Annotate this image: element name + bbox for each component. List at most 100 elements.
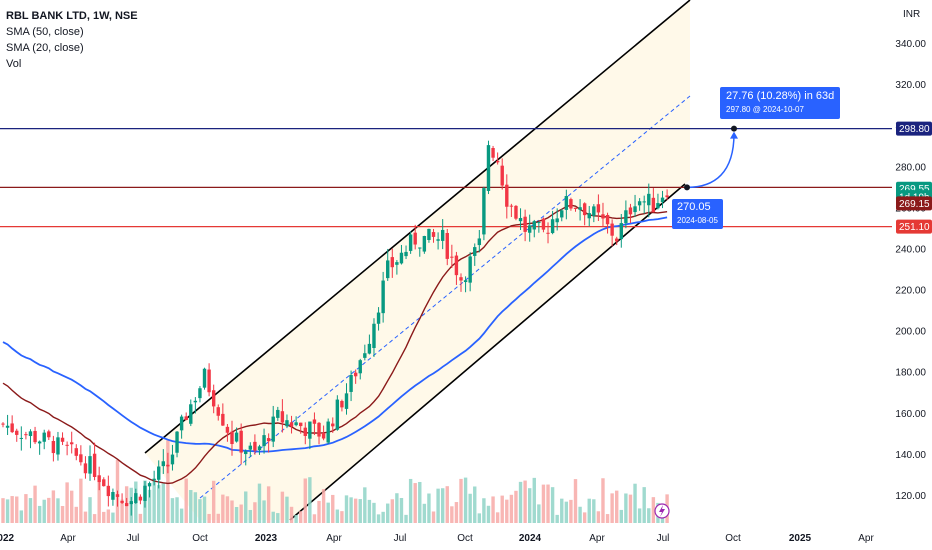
candle-body <box>353 372 358 377</box>
volume-bar <box>234 507 239 523</box>
currency-label[interactable]: INR <box>903 9 921 20</box>
candle-body <box>102 479 106 487</box>
volume-bar <box>454 502 459 523</box>
candle-body <box>372 323 376 349</box>
volume-bar <box>37 505 42 523</box>
candle-body <box>225 426 230 433</box>
volume-bar <box>413 483 417 523</box>
x-tick-label: Apr <box>60 533 76 544</box>
projection-callout[interactable]: 27.76 (10.28%) in 63d 297.80 @ 2024-10-0… <box>720 87 841 119</box>
projection-end-dot <box>731 125 737 132</box>
volume-bar <box>477 513 482 523</box>
volume-bar <box>225 496 230 523</box>
candle-body <box>271 416 275 442</box>
candle-body <box>335 399 340 430</box>
volume-bar <box>285 496 289 523</box>
volume-bar <box>230 500 234 523</box>
volume-bar <box>15 496 19 523</box>
volume-bar <box>92 514 97 523</box>
projection-start-price: 270.05 <box>677 201 711 213</box>
y-tick-label: 240.00 <box>895 244 926 255</box>
x-tick-label: Oct <box>192 533 208 544</box>
volume-bar <box>615 490 619 523</box>
candle-body <box>376 312 381 324</box>
volume-bar <box>271 511 275 523</box>
candle-body <box>514 205 518 219</box>
volume-bar <box>596 511 601 523</box>
price-tag-label: 269.55 <box>899 184 930 195</box>
candle-body <box>615 238 619 242</box>
volume-bar <box>262 500 266 523</box>
candle-body <box>70 442 74 445</box>
candle-body <box>491 148 495 158</box>
x-tick-label: Jul <box>657 533 670 544</box>
candle-body <box>505 184 509 207</box>
candle-body <box>262 435 266 447</box>
candle-body <box>468 256 472 283</box>
candle-body <box>65 444 69 446</box>
candle-body <box>244 451 248 455</box>
volume-bar <box>221 494 225 523</box>
candle-body <box>413 232 417 245</box>
volume-bar <box>500 495 504 523</box>
candle-body <box>331 423 335 427</box>
candle-body <box>440 229 445 241</box>
indicator-sma50[interactable]: SMA (50, close) <box>6 26 84 38</box>
candle-body <box>523 216 527 232</box>
volume-bar <box>253 502 257 523</box>
candle-body <box>647 193 651 206</box>
volume-bar <box>495 512 500 523</box>
projection-start-dot <box>684 184 690 191</box>
candle-body <box>257 446 262 451</box>
indicator-sma20[interactable]: SMA (20, close) <box>6 42 84 54</box>
volume-bar <box>239 504 243 523</box>
candle-body <box>47 431 51 438</box>
candle-body <box>528 225 532 233</box>
candle-body <box>418 247 422 249</box>
volume-bar <box>642 487 646 523</box>
volume-bar <box>42 499 46 523</box>
volume-bar <box>179 508 184 523</box>
candle-body <box>147 483 152 487</box>
channel-fill <box>145 0 690 520</box>
volume-bar <box>248 509 253 523</box>
candle-body <box>19 437 24 439</box>
candle-body <box>230 431 234 445</box>
volume-bar <box>587 498 591 523</box>
candle-body <box>1 423 5 425</box>
candle-body <box>550 219 555 234</box>
candle-body <box>56 437 60 455</box>
x-tick-label: Apr <box>326 533 342 544</box>
x-tick-label: 2024 <box>519 533 542 544</box>
volume-bar <box>523 480 527 523</box>
candle-body <box>97 475 101 483</box>
x-tick-label: 2022 <box>0 533 15 544</box>
projection-start-callout[interactable]: 270.05 2024-08-05 <box>672 199 723 229</box>
volume-bar <box>88 497 92 523</box>
candle-body <box>532 221 536 230</box>
volume-bar <box>459 478 463 523</box>
indicator-volume[interactable]: Vol <box>6 58 22 70</box>
projection-curve <box>686 133 735 189</box>
volume-bar <box>486 505 491 523</box>
volume-bar <box>189 490 193 523</box>
volume-bar <box>56 498 60 523</box>
volume-bar <box>555 514 559 523</box>
candle-body <box>294 422 298 426</box>
candle-body <box>605 214 610 225</box>
candle-body <box>157 466 161 480</box>
candle-body <box>619 223 623 240</box>
symbol-title[interactable]: RBL BANK LTD, 1W, NSE <box>6 10 138 22</box>
time-axis: 2022 Apr Jul Oct 2023 Apr Jul Oct 2024 Apr Jul Oct 2… <box>0 533 874 544</box>
volume-bar <box>97 481 101 523</box>
candle-body <box>386 260 390 279</box>
x-tick-label: Apr <box>589 533 605 544</box>
candle-body <box>656 203 660 209</box>
candle-body <box>253 441 257 451</box>
candle-body <box>179 416 184 431</box>
candle-body <box>473 247 477 256</box>
candle-body <box>454 255 459 276</box>
volume-bar <box>70 490 74 523</box>
candle-body <box>193 400 198 403</box>
